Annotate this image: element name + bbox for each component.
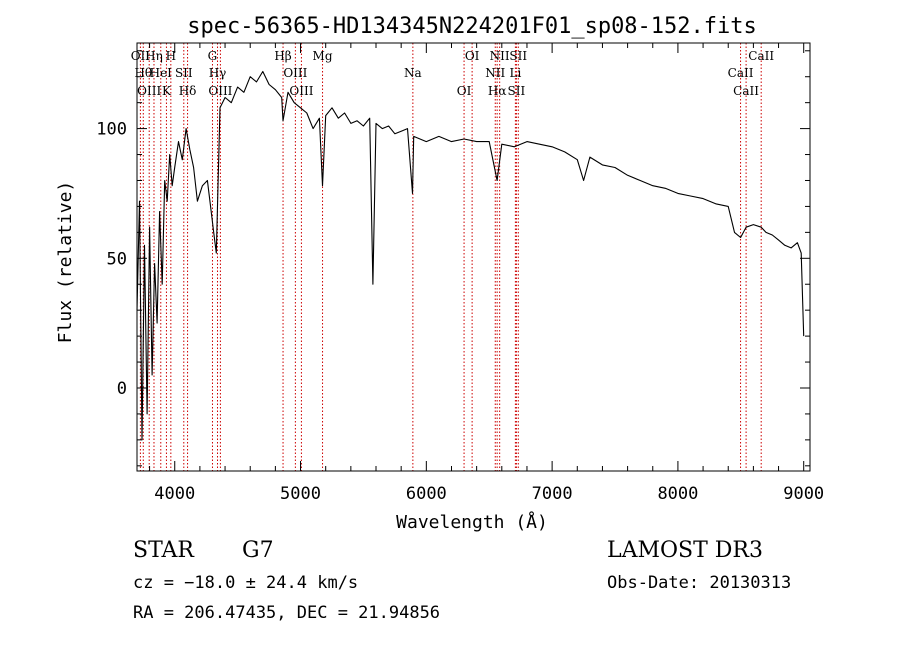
- line-marker-labels: OIIHθOIIIHηHeIKHSIIHδGHγOIIIHβOIIIOIIIMg…: [131, 49, 775, 98]
- line-marker-label: Hβ: [274, 49, 291, 63]
- chart-title: spec-56365-HD134345N224201F01_sp08-152.f…: [187, 14, 757, 39]
- line-marker-label: Mg: [313, 49, 333, 63]
- line-marker-label: OIII: [137, 84, 161, 98]
- line-marker-label: OI: [465, 49, 480, 63]
- line-marker-label: SII: [509, 49, 527, 63]
- line-marker-label: CaII: [733, 84, 759, 98]
- x-tick-label: 7000: [532, 484, 573, 504]
- line-marker-label: Hδ: [179, 84, 197, 98]
- x-tick-label: 8000: [657, 484, 698, 504]
- line-marker-label: NII: [485, 66, 505, 80]
- line-marker-label: G: [208, 49, 218, 63]
- plot-frame: [136, 42, 811, 472]
- x-tick-label: 6000: [406, 484, 447, 504]
- line-marker-label: OIII: [208, 84, 232, 98]
- y-tick-label: 0: [117, 379, 127, 399]
- object-class: STAR: [133, 538, 194, 563]
- line-marker-label: SII: [175, 66, 193, 80]
- line-marker-label: OIII: [289, 84, 313, 98]
- line-marker-label: CaII: [728, 66, 754, 80]
- axis-ticks: [137, 43, 810, 471]
- line-marker-label: SII: [508, 84, 526, 98]
- line-marker-label: Hα: [488, 84, 507, 98]
- spectrum-line: [136, 70, 805, 441]
- line-marker-label: Li: [509, 66, 521, 80]
- x-tick-label: 5000: [280, 484, 321, 504]
- redshift-text: cz = −18.0 ± 24.4 km/s: [133, 573, 359, 593]
- obs-date: Obs-Date: 20130313: [607, 573, 792, 593]
- line-marker-label: Hη: [145, 49, 163, 63]
- y-tick-label: 50: [107, 249, 127, 269]
- line-marker-label: K: [162, 84, 172, 98]
- object-subclass: G7: [242, 538, 274, 563]
- survey-name: LAMOST DR3: [607, 538, 763, 563]
- x-axis-label: Wavelength (Å): [396, 511, 548, 533]
- line-marker-label: CaII: [748, 49, 774, 63]
- axis-tick-labels: 4000 5000 6000 7000 8000 9000 0 50 100: [96, 120, 824, 504]
- line-marker-label: OII: [131, 49, 151, 63]
- y-tick-label: 100: [96, 120, 127, 140]
- x-tick-label: 4000: [154, 484, 195, 504]
- x-tick-label: 9000: [783, 484, 824, 504]
- line-marker-label: HeI: [150, 66, 173, 80]
- coordinates-text: RA = 206.47435, DEC = 21.94856: [133, 603, 441, 623]
- line-marker-label: Na: [404, 66, 422, 80]
- line-marker-label: Hγ: [209, 66, 227, 80]
- line-marker-label: OIII: [283, 66, 307, 80]
- line-marker-label: OI: [457, 84, 472, 98]
- y-axis-label: Flux (relative): [55, 181, 76, 344]
- spectrum-series: [136, 70, 805, 441]
- line-marker-label: H: [166, 49, 176, 63]
- line-markers: [139, 43, 762, 471]
- line-marker-label: NII: [490, 49, 510, 63]
